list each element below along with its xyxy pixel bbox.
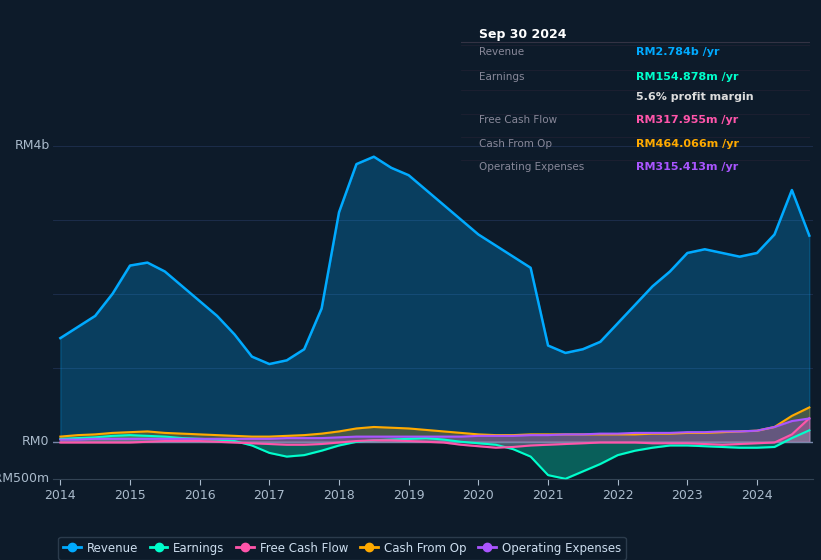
Text: RM317.955m /yr: RM317.955m /yr — [636, 115, 738, 125]
Legend: Revenue, Earnings, Free Cash Flow, Cash From Op, Operating Expenses: Revenue, Earnings, Free Cash Flow, Cash … — [58, 537, 626, 559]
Text: Operating Expenses: Operating Expenses — [479, 162, 584, 172]
Text: RM2.784b /yr: RM2.784b /yr — [636, 47, 719, 57]
Text: 5.6% profit margin: 5.6% profit margin — [636, 92, 754, 102]
Text: RM0: RM0 — [22, 435, 49, 448]
Text: Earnings: Earnings — [479, 72, 525, 82]
Text: Cash From Op: Cash From Op — [479, 139, 552, 148]
Text: RM154.878m /yr: RM154.878m /yr — [636, 72, 738, 82]
Text: -RM500m: -RM500m — [0, 472, 49, 486]
Text: RM4b: RM4b — [14, 139, 49, 152]
Text: Sep 30 2024: Sep 30 2024 — [479, 29, 566, 41]
Text: RM315.413m /yr: RM315.413m /yr — [636, 162, 738, 172]
Text: Free Cash Flow: Free Cash Flow — [479, 115, 557, 125]
Text: RM464.066m /yr: RM464.066m /yr — [636, 139, 739, 148]
Text: Revenue: Revenue — [479, 47, 524, 57]
